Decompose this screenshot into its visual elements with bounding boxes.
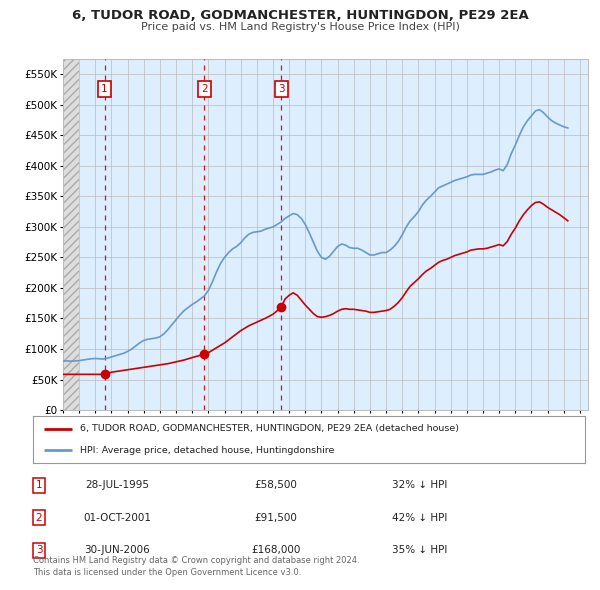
Text: 2: 2 (35, 513, 43, 523)
Text: HPI: Average price, detached house, Huntingdonshire: HPI: Average price, detached house, Hunt… (80, 446, 334, 455)
Text: Contains HM Land Registry data © Crown copyright and database right 2024.
This d: Contains HM Land Registry data © Crown c… (33, 556, 359, 577)
Text: 3: 3 (278, 84, 284, 94)
Text: 6, TUDOR ROAD, GODMANCHESTER, HUNTINGDON, PE29 2EA: 6, TUDOR ROAD, GODMANCHESTER, HUNTINGDON… (71, 9, 529, 22)
Text: £91,500: £91,500 (254, 513, 298, 523)
Text: 1: 1 (35, 480, 43, 490)
Text: 30-JUN-2006: 30-JUN-2006 (84, 545, 150, 555)
Text: 32% ↓ HPI: 32% ↓ HPI (392, 480, 448, 490)
Text: Price paid vs. HM Land Registry's House Price Index (HPI): Price paid vs. HM Land Registry's House … (140, 22, 460, 32)
Text: 28-JUL-1995: 28-JUL-1995 (85, 480, 149, 490)
Text: 01-OCT-2001: 01-OCT-2001 (83, 513, 151, 523)
Text: £168,000: £168,000 (251, 545, 301, 555)
Text: 1: 1 (101, 84, 108, 94)
Text: £58,500: £58,500 (254, 480, 298, 490)
Text: 42% ↓ HPI: 42% ↓ HPI (392, 513, 448, 523)
Text: 35% ↓ HPI: 35% ↓ HPI (392, 545, 448, 555)
Text: 3: 3 (35, 545, 43, 555)
Bar (63, 59, 79, 410)
Text: 6, TUDOR ROAD, GODMANCHESTER, HUNTINGDON, PE29 2EA (detached house): 6, TUDOR ROAD, GODMANCHESTER, HUNTINGDON… (80, 424, 459, 433)
Text: 2: 2 (201, 84, 208, 94)
